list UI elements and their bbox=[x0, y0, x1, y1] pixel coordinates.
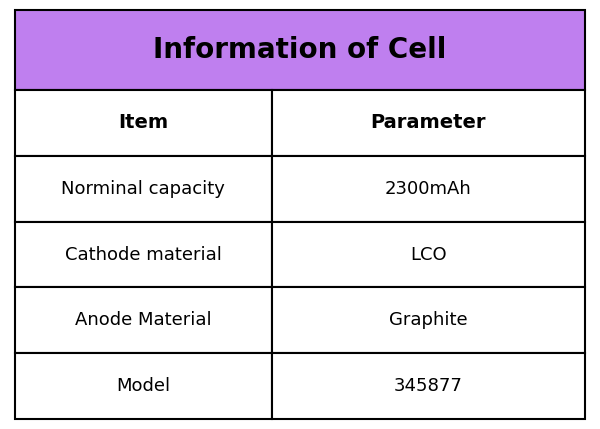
Text: Parameter: Parameter bbox=[371, 113, 486, 133]
Text: LCO: LCO bbox=[410, 245, 446, 263]
Bar bbox=[271, 287, 585, 353]
Text: Model: Model bbox=[116, 377, 170, 395]
Bar bbox=[271, 156, 585, 222]
Text: 2300mAh: 2300mAh bbox=[385, 180, 472, 198]
Bar bbox=[271, 90, 585, 156]
Text: 345877: 345877 bbox=[394, 377, 463, 395]
Bar bbox=[15, 156, 271, 222]
Text: Cathode material: Cathode material bbox=[65, 245, 221, 263]
Text: Graphite: Graphite bbox=[389, 311, 467, 329]
Bar bbox=[15, 10, 585, 90]
Bar bbox=[271, 222, 585, 287]
Bar bbox=[15, 353, 271, 419]
Bar bbox=[15, 90, 271, 156]
Text: Anode Material: Anode Material bbox=[75, 311, 212, 329]
Text: Item: Item bbox=[118, 113, 169, 133]
Text: Information of Cell: Information of Cell bbox=[154, 36, 446, 64]
Text: Norminal capacity: Norminal capacity bbox=[61, 180, 225, 198]
Bar bbox=[15, 287, 271, 353]
Bar bbox=[15, 222, 271, 287]
Bar bbox=[271, 353, 585, 419]
